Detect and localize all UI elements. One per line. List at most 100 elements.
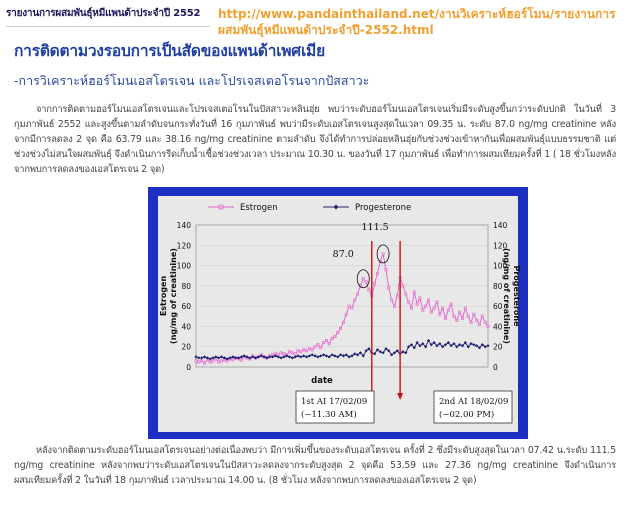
legend-marker-progesterone	[333, 204, 339, 210]
y-axis-label-left: Estrogen (ng/mg of creatinine)	[159, 248, 178, 344]
progesterone-point	[375, 348, 380, 352]
estrogen-point	[200, 359, 204, 363]
estrogen-point	[197, 360, 201, 364]
progesterone-point	[475, 344, 479, 348]
estrogen-point	[475, 318, 479, 322]
x-axis-label: date	[311, 376, 333, 386]
progesterone-point	[285, 354, 289, 358]
y-tick-label-left: 140	[177, 221, 192, 230]
estrogen-point	[387, 286, 391, 290]
ai-label-box	[295, 390, 375, 424]
estrogen-point	[341, 320, 345, 324]
paragraph-second: หลังจากติดตามระดับฮอร์โมนเอสโตรเจนอย่างต…	[14, 445, 616, 486]
progesterone-point	[477, 346, 482, 350]
estrogen-point	[407, 300, 411, 304]
y-tick-label-left: 80	[181, 282, 191, 291]
progesterone-point	[239, 355, 243, 359]
page-title: การติดตามวงรอบการเป็นสัดของแพนด้าเพศเมีย	[14, 42, 325, 60]
hormone-chart-svg: 0 20 40 60 80 100 120 140 0 20 40 60 80 100 120 140 Estr…	[158, 196, 521, 432]
paragraph-first: จากการติดตามฮอร์โมนเอสโตรเจนและโปรเจสเตอ…	[14, 104, 616, 175]
estrogen-point	[438, 312, 442, 316]
estrogen-point	[421, 308, 425, 312]
estrogen-point	[217, 360, 221, 364]
plot-frame	[195, 224, 489, 368]
y-axis-label-left-line2: (ng/mg of creatinine)	[169, 248, 178, 344]
estrogen-point	[313, 345, 317, 349]
header-divider	[6, 26, 210, 27]
estrogen-point	[347, 304, 351, 308]
estrogen-point	[350, 306, 354, 310]
ai-arrow-head	[397, 393, 404, 400]
progesterone-point	[268, 355, 272, 359]
estrogen-point	[279, 351, 283, 355]
estrogen-point	[339, 327, 343, 330]
estrogen-point	[412, 290, 416, 294]
progesterone-point	[483, 345, 487, 349]
estrogen-point	[231, 358, 235, 362]
site-title: รายงานการผสมพันธุ์หมีแพนด้าประจำปี 2552	[6, 8, 201, 19]
progesterone-point	[438, 342, 442, 346]
estrogen-point	[299, 350, 303, 354]
y-tick-label-left: 20	[181, 343, 191, 352]
estrogen-point	[293, 352, 297, 356]
estrogen-point	[356, 292, 360, 296]
progesterone-point	[338, 353, 343, 357]
estrogen-point	[330, 337, 334, 341]
estrogen-point	[424, 304, 428, 308]
estrogen-point	[282, 352, 286, 356]
progesterone-point	[392, 351, 397, 355]
estrogen-point	[307, 347, 311, 351]
estrogen-point	[327, 342, 331, 346]
estrogen-point	[395, 294, 399, 298]
peak-circle	[376, 244, 390, 264]
y-axis-label-right: Progesterone(ng/mg of creatinine)	[502, 248, 521, 344]
progesterone-point	[466, 345, 470, 349]
progesterone-point	[194, 355, 198, 359]
y-axis-label-right-line1: Progesterone	[512, 265, 521, 327]
estrogen-point	[486, 324, 490, 328]
estrogen-point	[203, 361, 206, 365]
estrogen-point	[463, 306, 467, 310]
estrogen-point	[322, 341, 326, 345]
estrogen-point	[319, 346, 323, 350]
estrogen-point	[446, 308, 450, 312]
estrogen-point	[336, 331, 340, 334]
estrogen-point	[364, 280, 368, 284]
progesterone-point	[358, 351, 363, 355]
progesterone-point	[407, 345, 411, 349]
estrogen-point	[418, 296, 422, 300]
hormone-chart: 0 20 40 60 80 100 120 140 0 20 40 60 80 100 120 140 Estr…	[148, 187, 528, 439]
estrogen-point	[353, 298, 357, 302]
ai-label-line1: 2nd AI 18/02/09	[439, 397, 508, 407]
legend-marker-estrogen	[218, 204, 224, 210]
estrogen-point	[375, 272, 379, 276]
progesterone-point	[418, 344, 422, 348]
estrogen-point	[384, 268, 388, 272]
progesterone-point	[460, 344, 465, 348]
source-url-link[interactable]: http://www.pandainthailand.net/งานวิเครา…	[218, 7, 616, 37]
y-tick-label-right: 100	[493, 262, 508, 271]
estrogen-point	[381, 252, 385, 256]
estrogen-point	[208, 360, 212, 364]
progesterone-point	[395, 349, 399, 353]
estrogen-point	[324, 339, 328, 343]
estrogen-point	[415, 302, 419, 306]
estrogen-point	[452, 314, 456, 318]
estrogen-point	[310, 348, 314, 352]
estrogen-point	[361, 277, 365, 281]
peak-label: 87.0	[333, 249, 354, 260]
estrogen-point	[194, 359, 198, 363]
estrogen-point	[390, 298, 394, 302]
estrogen-point	[429, 310, 433, 314]
y-tick-label-right: 40	[493, 322, 503, 331]
estrogen-point	[469, 320, 473, 324]
estrogen-point	[305, 349, 309, 353]
estrogen-point	[333, 335, 337, 339]
y-axis-label-left-line1: Estrogen	[159, 276, 168, 317]
y-tick-label-left: 120	[177, 241, 192, 250]
section-subtitle: -การวิเคราะห์ฮอร์โมนเอสโตรเจน และโปรเจสเ…	[14, 73, 370, 88]
estrogen-point	[427, 298, 430, 302]
y-tick-label-left: 40	[181, 322, 191, 331]
estrogen-point	[367, 288, 371, 292]
y-tick-label-right: 20	[493, 343, 503, 352]
